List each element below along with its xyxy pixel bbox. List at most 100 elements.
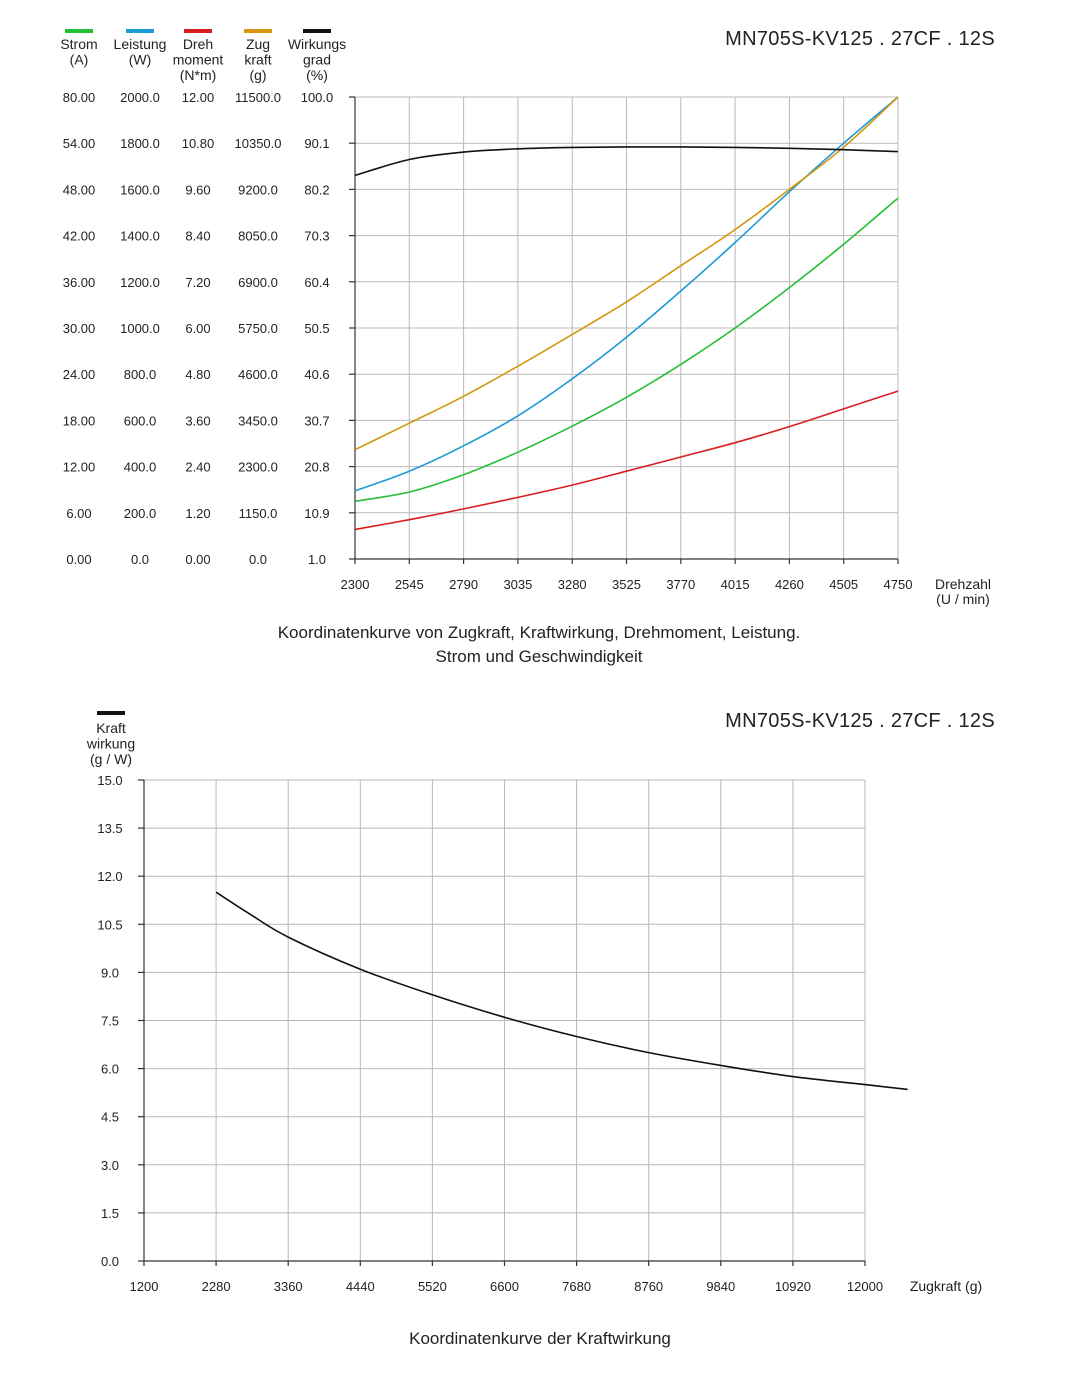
y-tick-label: 9.60 (185, 182, 210, 197)
axis-header-label: Strom (60, 36, 97, 52)
legend-swatch (303, 29, 331, 33)
y-tick-label: 6.00 (185, 321, 210, 336)
legend-swatch (184, 29, 212, 33)
x-tick-label: 3035 (503, 577, 532, 592)
y-tick-label: 36.00 (63, 275, 96, 290)
efficiency-chart: 15.0 13.5 12.0 10.5 9.0 7.5 6.0 4.5 3.0 1.5 0.0 120… (86, 710, 995, 1348)
y-tick-label: 0.0 (249, 552, 267, 567)
y-tick-label: 10.9 (304, 506, 329, 521)
axis-header-label: grad (303, 52, 331, 68)
x-tick-label: 1200 (130, 1279, 159, 1294)
y-tick-label: 8050.0 (238, 229, 278, 244)
y-tick-label: 800.0 (124, 367, 157, 382)
y-tick-label: 50.5 (304, 321, 329, 336)
y-tick-label: 30.7 (304, 413, 329, 428)
x-tick-label: 2280 (202, 1279, 231, 1294)
chart-caption: Koordinatenkurve der Kraftwirkung (409, 1329, 671, 1348)
y-tick-label: 1.0 (308, 552, 326, 567)
y-axis-label: wirkung (86, 736, 135, 752)
y-tick-label: 42.00 (63, 229, 96, 244)
x-tick-label: 4505 (829, 577, 858, 592)
y-tick-label: 20.8 (304, 460, 329, 475)
x-tick-label: 7680 (562, 1279, 591, 1294)
y-tick-label: 0.00 (185, 552, 210, 567)
x-tick-label: 3280 (558, 577, 587, 592)
y-tick-label: 1.5 (101, 1206, 119, 1221)
y-tick-label: 100.0 (301, 90, 334, 105)
x-axis-label: (U / min) (936, 591, 990, 607)
series-line (354, 390, 899, 531)
axis-header-label: kraft (244, 52, 271, 68)
x-tick-label: 9840 (706, 1279, 735, 1294)
y-tick-label: 80.2 (304, 182, 329, 197)
y-tick-label: 80.00 (63, 90, 96, 105)
y-tick-label: 0.0 (131, 552, 149, 567)
y-tick-label: 6.00 (66, 506, 91, 521)
y-tick-label: 1400.0 (120, 229, 160, 244)
series-line (354, 146, 899, 177)
y-tick-label: 9.0 (101, 965, 119, 980)
y-tick-label: 12.0 (97, 869, 122, 884)
chart-caption: Strom und Geschwindigkeit (436, 647, 643, 666)
y-tick-label: 2300.0 (238, 460, 278, 475)
x-axis-label: Drehzahl (935, 576, 991, 592)
y-tick-label: 12.00 (63, 460, 96, 475)
y-tick-label: 15.0 (97, 773, 122, 788)
y-tick-label: 18.00 (63, 413, 96, 428)
x-tick-label: 2545 (395, 577, 424, 592)
y-tick-label: 30.00 (63, 321, 96, 336)
x-tick-label: 3525 (612, 577, 641, 592)
legend-swatch (126, 29, 154, 33)
y-tick-label: 8.40 (185, 229, 210, 244)
y-tick-label: 2000.0 (120, 90, 160, 105)
axis-header-label: Leistung (114, 36, 167, 52)
y-tick-label: 600.0 (124, 413, 157, 428)
y-tick-label: 13.5 (97, 821, 122, 836)
y-tick-label: 60.4 (304, 275, 329, 290)
y-tick-label: 10.80 (182, 136, 215, 151)
y-tick-label: 12.00 (182, 90, 215, 105)
y-tick-label: 48.00 (63, 182, 96, 197)
chart-caption: Koordinatenkurve von Zugkraft, Kraftwirk… (278, 623, 801, 642)
axis-header-label: (g) (249, 67, 266, 83)
axis-header-label: Wirkungs (288, 36, 346, 52)
y-tick-label: 1.20 (185, 506, 210, 521)
y-tick-label: 11500.0 (235, 90, 281, 105)
x-tick-label: 2790 (449, 577, 478, 592)
y-tick-label: 4600.0 (238, 367, 278, 382)
x-tick-label: 4015 (721, 577, 750, 592)
x-tick-label: 3360 (274, 1279, 303, 1294)
x-tick-label: 8760 (634, 1279, 663, 1294)
series-line (354, 197, 899, 503)
y-tick-label: 6900.0 (238, 275, 278, 290)
y-tick-label: 70.3 (304, 229, 329, 244)
y-tick-label: 90.1 (304, 136, 329, 151)
series-line (354, 96, 899, 451)
y-tick-label: 1200.0 (120, 275, 160, 290)
axis-header-label: Zug (246, 36, 270, 52)
axis-header-label: (W) (129, 52, 152, 68)
x-tick-label: 10920 (775, 1279, 811, 1294)
y-tick-label: 1000.0 (120, 321, 160, 336)
y-tick-label: 5750.0 (238, 321, 278, 336)
x-axis-label: Zugkraft (g) (910, 1278, 982, 1294)
y-axis-label: Kraft (96, 720, 126, 736)
axis-header-label: Dreh (183, 36, 213, 52)
y-tick-label: 0.0 (101, 1254, 119, 1269)
y-tick-label: 9200.0 (238, 182, 278, 197)
y-tick-label: 40.6 (304, 367, 329, 382)
y-tick-label: 400.0 (124, 460, 157, 475)
series-line (215, 891, 908, 1091)
axis-header-label: (N*m) (180, 67, 217, 83)
x-tick-label: 5520 (418, 1279, 447, 1294)
y-tick-label: 3.60 (185, 413, 210, 428)
model-label: MN705S-KV125 . 27CF . 12S (725, 710, 995, 732)
x-tick-label: 4750 (884, 577, 913, 592)
y-tick-label: 2.40 (185, 460, 210, 475)
x-tick-label: 12000 (847, 1279, 883, 1294)
y-tick-label: 1150.0 (239, 506, 278, 521)
y-axis-label: (g / W) (90, 751, 132, 767)
x-tick-label: 6600 (490, 1279, 519, 1294)
x-tick-label: 4260 (775, 577, 804, 592)
